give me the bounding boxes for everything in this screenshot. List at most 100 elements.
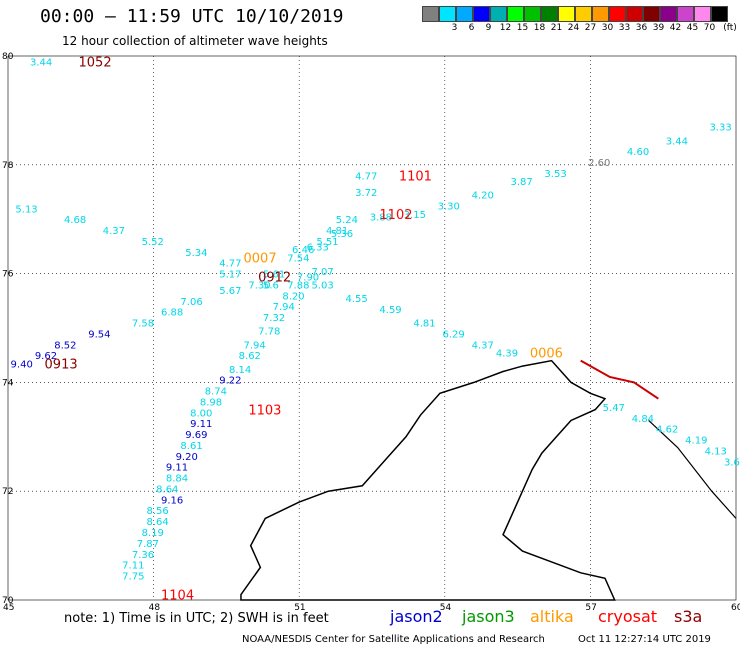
swh-value: 5.61 [263,270,285,281]
satellite-legend-s3a: s3a [674,607,703,626]
pass-time-label: 1104 [161,589,194,604]
swh-value: 4.84 [632,414,654,425]
coastline [240,359,616,601]
swh-value: 8.62 [239,351,261,362]
scale-label: 24 [567,23,580,33]
lat-tick-72: 72 [2,487,13,497]
scale-swatch [456,6,473,22]
swh-value: 7.30 [248,280,270,291]
swh-value: 4.68 [64,215,86,226]
swh-value: 8.00 [190,408,212,419]
scale-label: 3 [451,23,458,33]
scale-swatch [643,6,660,22]
swh-value: 5.47 [603,403,625,414]
swh-value: 7.54 [287,253,309,264]
pass-time-label: 0912 [258,270,291,285]
swh-value: 5.6 [263,280,279,291]
swh-value: 8.19 [142,528,164,539]
map-frame [7,55,737,601]
swh-value: 8.74 [205,387,227,398]
swh-value: 7.58 [132,319,154,330]
pass-time-label: 1101 [399,170,432,185]
scale-swatch [490,6,507,22]
scale-label: 42 [669,23,682,33]
swh-value: 3.44 [30,57,52,68]
swh-value: 9.16 [161,495,183,506]
pass-time-label: 0913 [45,357,78,372]
swh-value: 9.22 [219,376,241,387]
swh-value: 7.07 [311,267,333,278]
swh-value: 8.84 [166,474,188,485]
pass-time-label: 1052 [79,55,112,70]
scale-label: 39 [652,23,665,33]
scale-swatch [592,6,609,22]
scale-label: 70 [703,23,716,33]
coastline-east [648,420,737,519]
satellite-legend-cryosat: cryosat [598,607,658,626]
swh-value: 4.20 [472,191,494,202]
swh-value: 7.75 [122,572,144,583]
scale-swatch [711,6,728,22]
scale-unit: (ft) [723,23,737,33]
map-subtitle: 12 hour collection of altimeter wave hei… [62,34,328,48]
swh-value: 7.36 [132,550,154,561]
pass-time-label: 1102 [379,208,412,223]
swh-value: 6.46 [292,245,314,256]
scale-swatch [626,6,643,22]
lon-tick-57: 57 [585,603,596,613]
swh-value: 9.54 [88,329,110,340]
lat-tick-70: 70 [2,596,14,606]
swh-value: 9.62 [35,351,57,362]
scale-swatch [507,6,524,22]
swh-value: 9.11 [166,463,188,474]
swh-value: 6.88 [161,308,183,319]
swh-value: 9.40 [11,359,33,370]
swh-value: 4.77 [355,172,377,183]
swh-value: 4.60 [627,147,649,158]
pass-time-label: 0007 [244,251,277,266]
swh-value: 9.20 [176,452,198,463]
swh-value: 5.52 [142,237,164,248]
swh-value: 5.34 [185,248,207,259]
scale-label: 21 [550,23,563,33]
swh-value: 5.13 [15,204,37,215]
swh-value: 8.61 [180,441,202,452]
lat-tick-78: 78 [2,161,14,171]
swh-value: 3.53 [544,169,566,180]
scale-label: 6 [468,23,475,33]
swh-value: 6.33 [307,242,329,253]
swh-value: 4.37 [472,340,494,351]
lon-tick-54: 54 [440,603,452,613]
lon-tick-45: 45 [3,603,14,613]
swh-value: 8.64 [156,484,178,495]
scale-label: 33 [618,23,631,33]
swh-value: 4.39 [496,348,518,359]
note-text: note: 1) Time is in UTC; 2) SWH is in fe… [64,611,329,626]
swh-value: 4.81 [326,226,348,237]
swh-value: 7.87 [137,539,159,550]
swh-value: 7.94 [244,340,266,351]
footer-timestamp: Oct 11 12:27:14 UTC 2019 [578,634,711,645]
swh-value: 8.56 [146,506,168,517]
swh-value: 3.15 [404,210,426,221]
swh-value: 4.55 [345,294,367,305]
swh-value: 3.30 [438,202,460,213]
scale-swatch [439,6,456,22]
satellite-legend-jason3: jason3 [462,607,515,626]
footer-credit: NOAA/NESDIS Center for Satellite Applica… [242,634,545,645]
scale-label: 27 [584,23,597,33]
swh-value: 7.11 [122,561,144,572]
satellite-legend-altika: altika [530,607,574,626]
swh-value: 7.78 [258,327,280,338]
swh-value: 3.72 [355,188,377,199]
satellite-legend-jason2: jason2 [390,607,443,626]
swh-value: 5.51 [316,237,338,248]
swh-value: 8.20 [282,291,304,302]
swh-value: 5.67 [219,286,241,297]
swh-value: 5.03 [311,280,333,291]
swh-value: 3.33 [709,123,731,134]
lon-tick-48: 48 [149,603,161,613]
scale-swatch [541,6,558,22]
swh-value: 7.90 [297,272,319,283]
